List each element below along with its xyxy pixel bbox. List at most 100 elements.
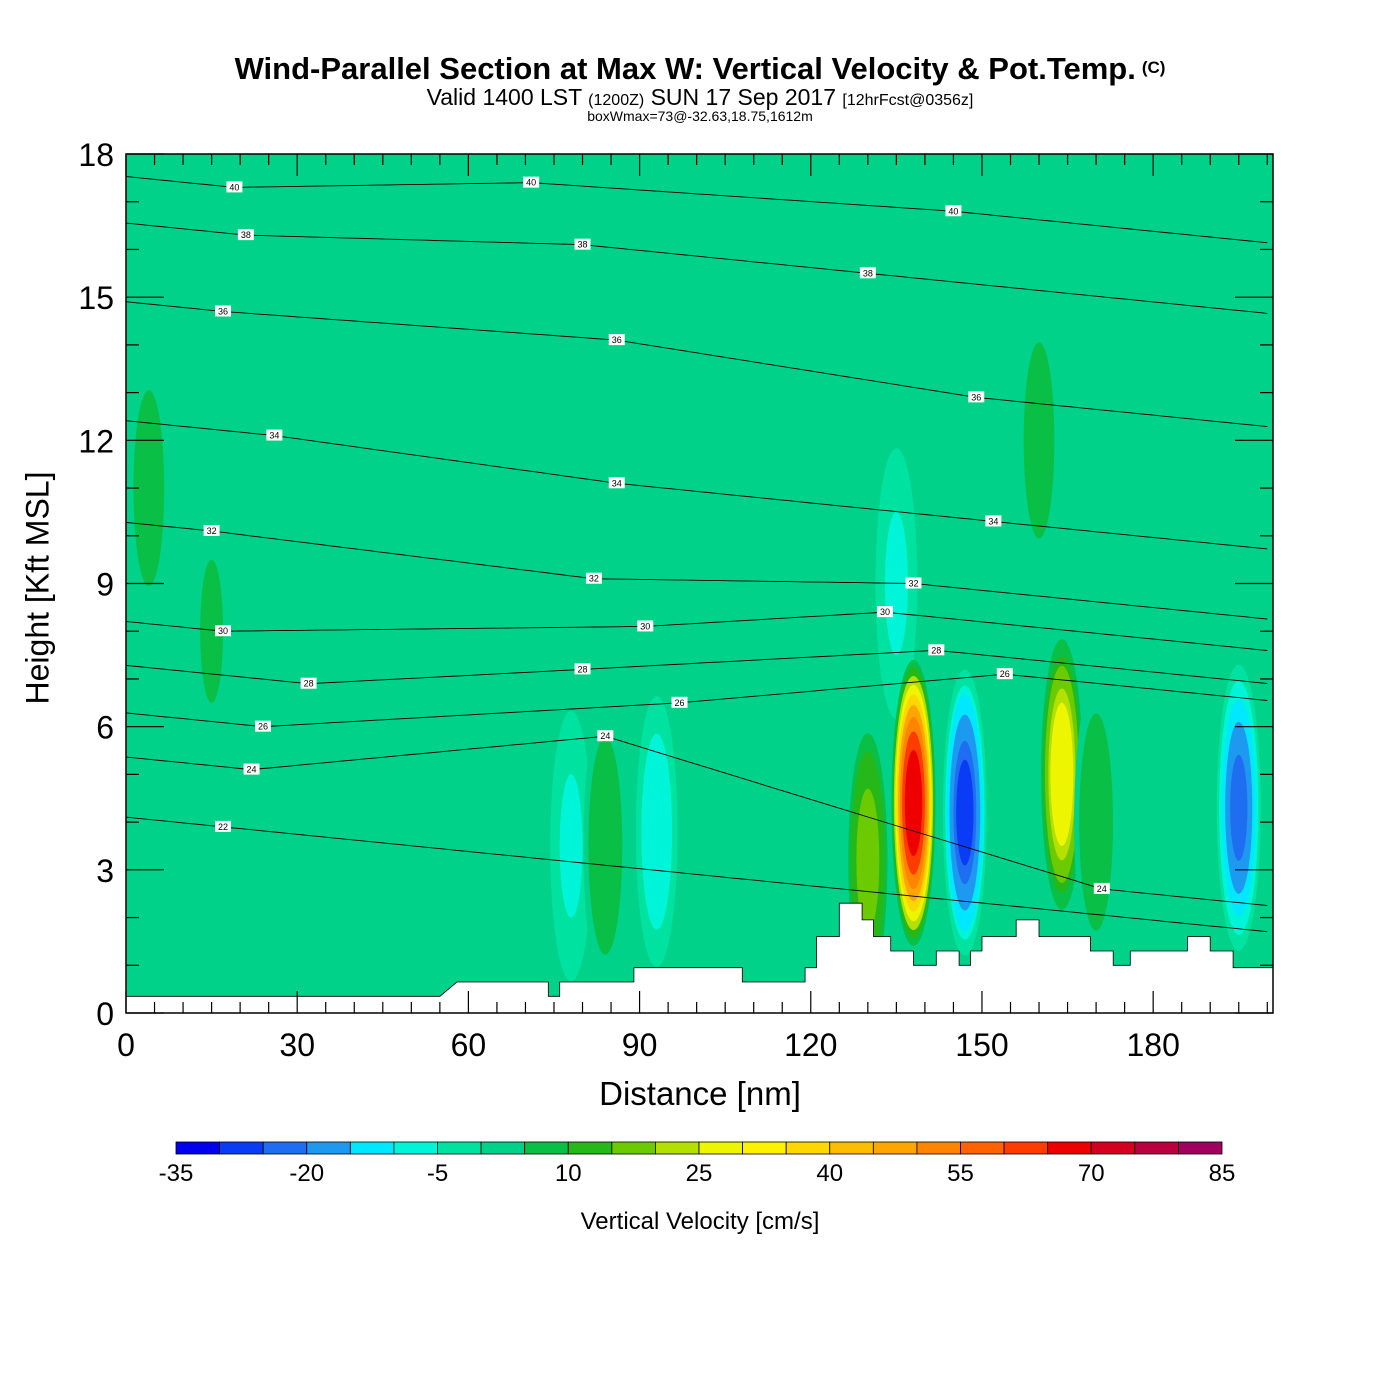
y-tick-label: 15: [78, 280, 114, 316]
theta-label-box: [215, 305, 232, 317]
updraft-cell: [1087, 769, 1105, 876]
colorbar-swatch: [349, 1141, 395, 1155]
updraft-cell: [1053, 721, 1071, 828]
colorbar-swatch: [175, 1141, 220, 1155]
theta-label-text: 24: [247, 765, 257, 775]
colorbar-swatch: [1134, 1141, 1179, 1155]
theta-contour-label: 28: [300, 677, 317, 689]
theta-label-box: [597, 730, 614, 742]
theta-label-box: [585, 572, 602, 584]
theta-label-box: [928, 644, 945, 656]
downdraft-cell: [1230, 754, 1248, 861]
theta-label-text: 32: [207, 526, 217, 536]
theta-contour-label: 40: [226, 181, 243, 193]
colorbar-tick-label: -5: [427, 1160, 448, 1187]
theta-label-box: [1093, 882, 1110, 894]
theta-label-box: [203, 525, 220, 537]
colorbar-label: Vertical Velocity [cm/s]: [580, 1208, 820, 1235]
colorbar-swatch: [567, 1141, 613, 1155]
theta-contour-label: 40: [523, 176, 540, 188]
theta-contour-line: [126, 301, 1268, 428]
x-tick-label: 180: [1126, 1027, 1179, 1063]
x-tick-label: 30: [279, 1027, 315, 1063]
theta-label-text: 24: [600, 731, 610, 741]
theta-contour-line: [126, 673, 1268, 728]
theta-contour-label: 32: [905, 577, 922, 589]
colorbar-tick-label: -20: [289, 1160, 324, 1187]
theta-contour-label: 28: [928, 644, 945, 656]
colorbar-swatch: [1090, 1141, 1136, 1155]
theta-label-box: [523, 176, 540, 188]
theta-label-box: [637, 620, 654, 632]
theta-label-text: 36: [971, 392, 981, 402]
theta-contour-label: 26: [671, 696, 688, 708]
theta-label-box: [243, 763, 260, 775]
theta-label-text: 28: [931, 645, 941, 655]
theta-contour-label: 22: [215, 820, 232, 832]
x-axis-label: Distance [nm]: [599, 1075, 801, 1112]
colorbar-swatch: [785, 1141, 831, 1155]
x-tick-label: 150: [955, 1027, 1008, 1063]
theta-label-box: [985, 515, 1002, 527]
downdraft-cell: [562, 792, 580, 899]
theta-label-box: [996, 668, 1013, 680]
colorbar-swatch: [916, 1141, 961, 1155]
colorbar-tick-label: 25: [686, 1160, 713, 1187]
theta-label-text: 38: [578, 240, 588, 250]
theta-label-text: 36: [218, 306, 228, 316]
colorbar-swatch: [872, 1141, 918, 1155]
theta-label-box: [300, 677, 317, 689]
updraft-cell: [596, 792, 615, 899]
downdraft-cell: [648, 778, 666, 885]
theta-contour-line: [126, 222, 1268, 314]
theta-contour-line: [126, 735, 1268, 906]
updraft-cell: [904, 750, 923, 857]
theta-label-box: [215, 820, 232, 832]
theta-label-box: [945, 205, 962, 217]
y-tick-label: 12: [78, 423, 114, 459]
colorbar-swatch: [1003, 1141, 1049, 1155]
copyright-mark: (C): [1141, 58, 1166, 77]
colorbar-swatch: [393, 1141, 438, 1155]
theta-contour-label: 32: [203, 525, 220, 537]
theta-contour-label: 36: [608, 334, 625, 346]
y-axis-label: Height [Kft MSL]: [19, 471, 56, 705]
theta-contour-line: [126, 420, 1268, 550]
theta-label-box: [905, 577, 922, 589]
y-tick-label: 3: [96, 853, 114, 889]
terrain: [125, 902, 1274, 1014]
theta-contour-label: 30: [215, 625, 232, 637]
theta-label-box: [215, 625, 232, 637]
x-tick-label: 60: [451, 1027, 487, 1063]
colorbar-swatch: [742, 1141, 787, 1155]
colorbar-swatch: [480, 1141, 526, 1155]
theta-label-text: 40: [229, 182, 239, 192]
y-tick-label: 6: [96, 710, 114, 746]
updraft-cell: [140, 435, 158, 542]
colorbar-swatch: [655, 1141, 700, 1155]
theta-label-text: 34: [269, 431, 279, 441]
theta-contour-label: 36: [215, 305, 232, 317]
theta-label-box: [237, 229, 254, 241]
colorbar-swatch: [1047, 1141, 1092, 1155]
theta-contour-label: 30: [637, 620, 654, 632]
colorbar-tick-label: 55: [947, 1160, 974, 1187]
theta-contour-label: 38: [237, 229, 254, 241]
theta-contour-label: 38: [574, 238, 591, 250]
colorbar-swatch: [262, 1141, 308, 1155]
downdraft-cell: [956, 759, 974, 866]
updraft-cell: [1030, 387, 1048, 494]
theta-label-text: 34: [988, 516, 998, 526]
theta-contour-label: 26: [996, 668, 1013, 680]
theta-contour-label: 26: [254, 720, 271, 732]
y-tick-label: 9: [96, 567, 114, 603]
theta-contour-label: 32: [585, 572, 602, 584]
theta-label-text: 30: [218, 626, 228, 636]
theta-contour-label: 30: [876, 606, 893, 618]
theta-label-text: 38: [863, 268, 873, 278]
colorbar-swatch: [524, 1141, 569, 1155]
theta-contour-line: [126, 176, 1268, 244]
theta-contour-label: 40: [945, 205, 962, 217]
theta-contour-label: 24: [597, 730, 614, 742]
theta-label-box: [968, 391, 985, 403]
